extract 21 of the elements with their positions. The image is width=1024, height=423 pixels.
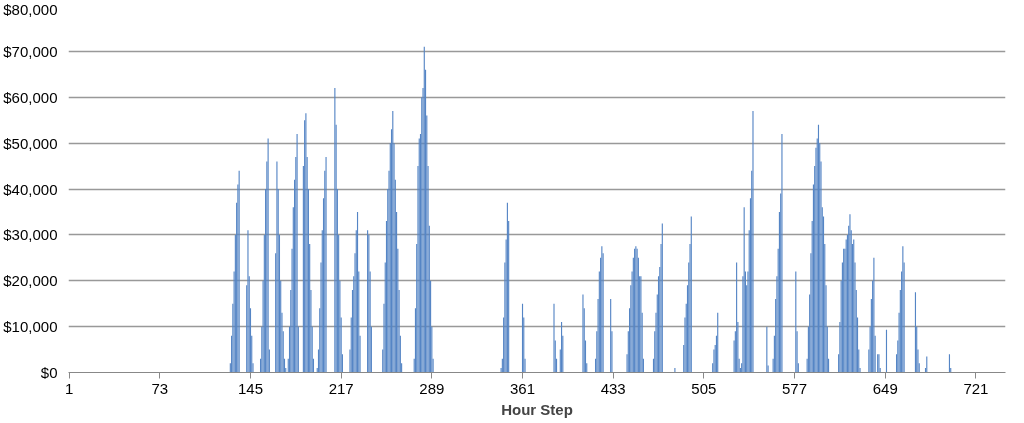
y-tick-label: $60,000 — [3, 88, 58, 106]
x-tick-label: 289 — [419, 379, 445, 397]
x-tick-label: 361 — [510, 379, 536, 397]
x-axis-title: Hour Step — [501, 400, 573, 418]
y-tick-label: $50,000 — [3, 134, 58, 152]
x-tick-label: 505 — [691, 379, 717, 397]
x-tick-label: 433 — [600, 379, 626, 397]
y-tick-label: $70,000 — [3, 42, 58, 60]
y-tick-label: $0 — [40, 364, 58, 381]
x-tick-label: 1 — [64, 379, 74, 397]
x-tick-label: 217 — [328, 379, 354, 397]
y-tick-label: $10,000 — [3, 318, 58, 336]
y-tick-label: $20,000 — [3, 272, 58, 290]
y-tick-label: $40,000 — [3, 180, 58, 198]
x-tick-label: 721 — [963, 379, 989, 397]
x-tick-label: 145 — [237, 379, 263, 397]
y-tick-label: $30,000 — [3, 226, 58, 244]
x-tick-label: 649 — [872, 379, 898, 397]
x-tick-label: 73 — [151, 379, 169, 397]
y-tick-label: $80,000 — [3, 0, 58, 18]
x-tick-label: 577 — [782, 379, 808, 397]
